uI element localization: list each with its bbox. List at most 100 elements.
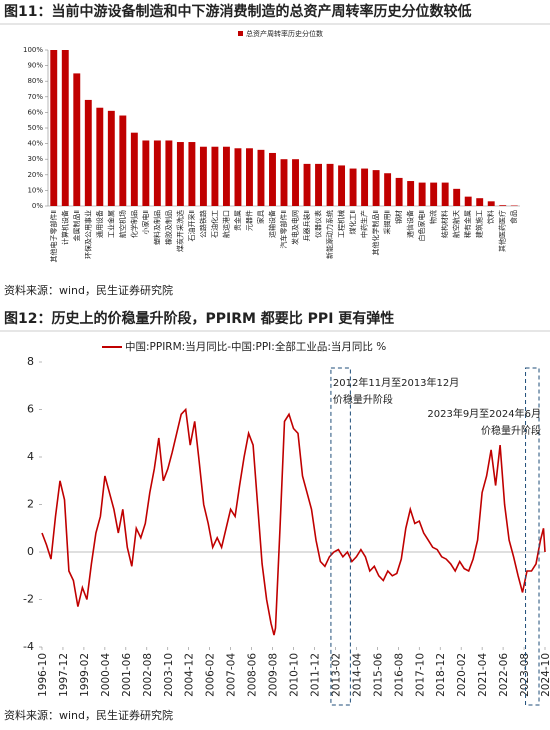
y-tick-label: 50% — [27, 124, 43, 132]
bar — [246, 148, 253, 206]
x-tick-label: 橡胶及制品 — [164, 210, 173, 245]
x-tick-label: 航空机场 — [118, 210, 127, 238]
y-tick-label: -4 — [23, 640, 34, 653]
x-tick-label: 1999-02 — [79, 653, 91, 697]
bar — [292, 159, 299, 206]
y-tick-label: 4 — [27, 450, 34, 463]
x-tick-label: 2009-08 — [268, 653, 280, 697]
bar — [453, 189, 460, 206]
bar — [396, 178, 403, 206]
x-tick-label: 2016-08 — [393, 653, 405, 697]
x-tick-label: 饮料 — [486, 210, 495, 224]
bar — [488, 201, 495, 206]
y-tick-label: 30% — [27, 155, 43, 163]
bar — [73, 73, 80, 206]
bar — [430, 183, 437, 206]
x-tick-label: 2014-04 — [351, 653, 363, 697]
figure-title: 图12：历史上的价稳量升阶段，PPIRM 都要比 PPI 更有弹性 — [4, 310, 394, 327]
bar — [154, 140, 161, 206]
x-tick-label: 2018-12 — [435, 653, 447, 697]
x-tick-label: 2015-06 — [372, 653, 384, 697]
y-tick-label: 60% — [27, 108, 43, 116]
bar — [350, 169, 357, 206]
x-tick-label: 元器件 — [244, 210, 253, 231]
line-series — [42, 410, 545, 636]
bar — [327, 164, 334, 206]
y-tick-label: -2 — [23, 593, 34, 606]
x-tick-label: 化学制品 — [129, 210, 138, 238]
bar — [131, 133, 138, 206]
bar — [62, 50, 69, 206]
annotation: 2023年9月至2024年6月 — [427, 407, 541, 420]
x-tick-label: 2006-02 — [205, 653, 217, 697]
x-tick-label: 贵金属 — [233, 210, 242, 231]
x-tick-label: 环保及公用事业 — [83, 210, 92, 259]
x-tick-label: 钢材 — [394, 210, 403, 224]
x-tick-label: 工业金属 — [106, 210, 115, 238]
x-tick-label: 家具 — [256, 210, 265, 224]
bar — [373, 170, 380, 206]
x-tick-label: 2021-04 — [477, 653, 489, 697]
x-tick-label: 航运港口 — [221, 210, 230, 238]
bar — [407, 181, 414, 206]
bar — [269, 153, 276, 206]
bar — [188, 142, 195, 206]
legend-label: 中国:PPIRM:当月同比-中国:PPI:全部工业品:当月同比 % — [125, 340, 386, 353]
x-tick-label: 1996-10 — [37, 653, 49, 697]
x-tick-label: 食品 — [509, 210, 518, 224]
bar — [50, 50, 57, 206]
y-tick-label: 100% — [23, 46, 43, 54]
y-tick-label: 40% — [27, 140, 43, 148]
bar — [476, 198, 483, 206]
x-tick-label: 稀有金属 — [463, 210, 472, 238]
x-tick-label: 其他电子零部件Ⅱ — [49, 210, 58, 262]
x-tick-label: 2000-04 — [100, 653, 112, 697]
bar — [85, 100, 92, 206]
x-tick-label: 汽车零部件Ⅱ — [279, 210, 288, 248]
bar — [499, 205, 506, 206]
y-tick-label: 6 — [27, 403, 34, 416]
bar — [361, 169, 368, 206]
x-tick-label: 采掘用Ⅱ — [383, 210, 392, 234]
x-tick-label: 其他化学制品Ⅱ — [371, 210, 380, 255]
bar — [384, 173, 391, 206]
x-tick-label: 2022-06 — [498, 653, 510, 697]
x-tick-label: 通用设备 — [95, 210, 104, 238]
bar — [119, 116, 126, 206]
x-tick-label: 2007-04 — [226, 653, 238, 697]
bar — [165, 140, 172, 206]
y-tick-label: 2 — [27, 498, 34, 511]
x-tick-label: 2003-10 — [163, 653, 175, 697]
x-tick-label: 煤炭开采洗选 — [175, 210, 184, 252]
x-tick-label: 石油化工 — [210, 210, 219, 238]
x-tick-label: 公路铁路 — [198, 210, 207, 238]
bar — [96, 108, 103, 206]
x-tick-label: 兵器兵装Ⅱ — [302, 210, 311, 241]
bar — [258, 150, 265, 206]
y-tick-label: 0 — [27, 545, 34, 558]
y-tick-label: 8 — [27, 355, 34, 368]
x-tick-label: 2008-06 — [247, 653, 259, 697]
x-tick-label: 塑料及制品 — [152, 210, 161, 245]
x-tick-label: 物流 — [429, 210, 438, 224]
bar — [108, 111, 115, 206]
x-tick-label: 2017-10 — [414, 653, 426, 697]
x-tick-label: 新能源动力系统 — [325, 210, 334, 259]
bar — [234, 148, 241, 206]
annotation: 价稳量升阶段 — [481, 424, 541, 437]
legend-swatch — [238, 31, 243, 36]
x-tick-label: 工程机械 — [337, 210, 346, 238]
y-tick-label: 80% — [27, 77, 43, 85]
x-tick-label: 1997-12 — [58, 653, 70, 697]
bar — [315, 164, 322, 206]
x-tick-label: 仪器仪表 — [314, 210, 323, 238]
bar — [223, 147, 230, 206]
x-tick-label: 小家电Ⅱ — [141, 210, 150, 234]
x-tick-label: 建筑施工 — [475, 210, 484, 238]
bar — [465, 197, 472, 206]
annotation: 价稳量升阶段 — [333, 393, 393, 406]
bar — [338, 165, 345, 206]
x-tick-label: 2001-06 — [121, 653, 133, 697]
x-tick-label: 2013-02 — [330, 653, 342, 697]
x-tick-label: 2011-12 — [309, 653, 321, 697]
